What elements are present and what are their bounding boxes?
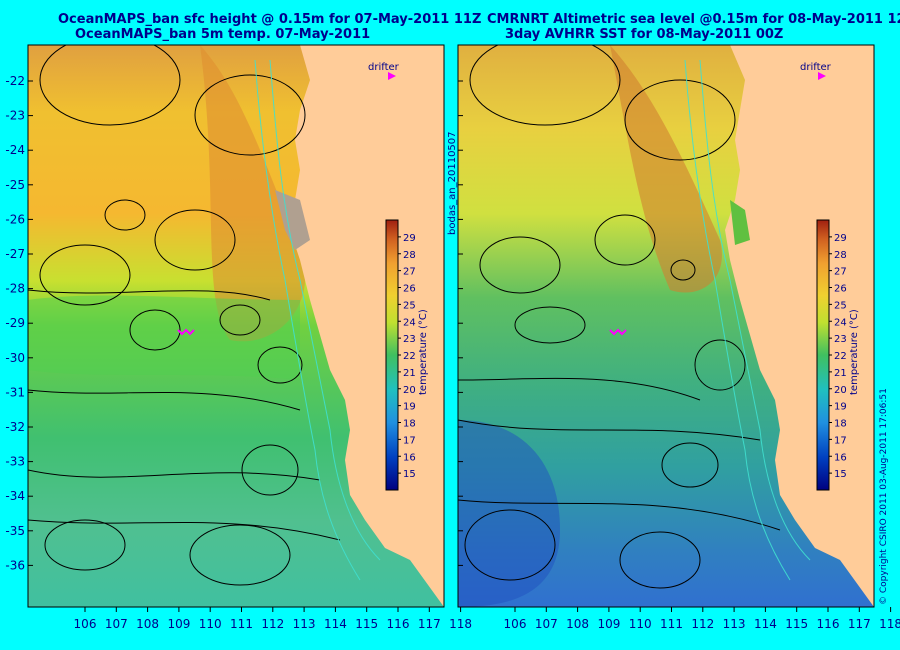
- lat-tick-label: -36: [5, 558, 25, 572]
- lon-tick-label: 118: [449, 617, 472, 631]
- left-colorbar: [385, 219, 399, 491]
- colorbar-tick-label: 27: [834, 267, 847, 278]
- colorbar-tick-label: 18: [403, 419, 416, 430]
- side-run-label: bodas_an_20110507: [447, 131, 458, 235]
- colorbar-tick-label: 17: [403, 435, 416, 446]
- lon-tick-label: 116: [387, 617, 410, 631]
- colorbar-tick-label: 16: [403, 452, 416, 463]
- lat-tick-label: -22: [5, 74, 25, 88]
- left-drifter-track: [177, 328, 195, 336]
- left-title-line2: OceanMAPS_ban 5m temp. 07-May-2011: [75, 27, 371, 42]
- right-drifter-marker-icon: [818, 72, 826, 80]
- lon-tick-label: 110: [629, 617, 652, 631]
- lon-tick-label: 115: [785, 617, 808, 631]
- lat-tick-label: -27: [5, 247, 25, 261]
- lat-tick-label: -25: [5, 178, 25, 192]
- left-land: [290, 45, 444, 607]
- lon-tick-label: 107: [105, 617, 128, 631]
- lon-tick-label: 111: [660, 617, 683, 631]
- colorbar-tick-label: 22: [403, 351, 416, 362]
- left-colorbar-ticks: 29 28 27 26 25 24 23 22 21 20 19 18 17 16 15: [398, 233, 416, 480]
- left-map-panel: [28, 45, 444, 607]
- right-land: [725, 45, 874, 607]
- colorbar-tick-label: 24: [834, 317, 847, 328]
- right-colorbar: [816, 219, 830, 491]
- lon-tick-label: 115: [355, 617, 378, 631]
- colorbar-tick-label: 19: [403, 402, 416, 413]
- lat-tick-label: -23: [5, 109, 25, 123]
- lon-tick-label: 108: [566, 617, 589, 631]
- colorbar-tick-label: 21: [403, 368, 416, 379]
- right-axes: 106 107 108 109 110 111 112 113 114 115 116 117 118: [458, 80, 900, 631]
- right-colorbar-ticks: 29 28 27 26 25 24 23 22 21 20 19 18 17 16 15: [829, 233, 847, 480]
- lon-tick-label: 114: [324, 617, 347, 631]
- colorbar-tick-label: 19: [834, 402, 847, 413]
- lon-tick-label: 108: [136, 617, 159, 631]
- left-title-line1: OceanMAPS_ban sfc height @ 0.15m for 07-…: [58, 12, 482, 27]
- right-title-line1: CMRNRT Altimetric sea level @0.15m for 0…: [487, 12, 900, 27]
- right-title-line2: 3day AVHRR SST for 08-May-2011 00Z: [505, 27, 784, 42]
- right-drifter-track: [609, 328, 627, 336]
- colorbar-tick-label: 15: [403, 469, 416, 480]
- colorbar-tick-label: 18: [834, 419, 847, 430]
- colorbar-tick-label: 29: [834, 233, 847, 244]
- lat-tick-label: -34: [5, 489, 25, 503]
- lon-tick-label: 106: [74, 617, 97, 631]
- lon-tick-label: 113: [293, 617, 316, 631]
- left-axes: 106 107 108 109 110 111 112 113 114 115 116 117 118 -…: [5, 74, 472, 631]
- colorbar-tick-label: 17: [834, 435, 847, 446]
- lon-tick-label: 113: [723, 617, 746, 631]
- colorbar-tick-label: 20: [834, 385, 847, 396]
- colorbar-tick-label: 15: [834, 469, 847, 480]
- colorbar-tick-label: 26: [403, 284, 416, 295]
- lon-tick-label: 110: [199, 617, 222, 631]
- colorbar-tick-label: 27: [403, 267, 416, 278]
- left-drifter-label: drifter: [368, 62, 400, 73]
- lat-tick-label: -29: [5, 316, 25, 330]
- lat-tick-label: -26: [5, 212, 25, 226]
- colorbar-tick-label: 29: [403, 233, 416, 244]
- lat-tick-label: -30: [5, 351, 25, 365]
- lon-tick-label: 116: [817, 617, 840, 631]
- colorbar-tick-label: 25: [403, 300, 416, 311]
- lon-tick-label: 109: [597, 617, 620, 631]
- copyright-label: © Copyright CSIRO 2011 03-Aug-2011 17:06…: [879, 388, 889, 605]
- lat-tick-label: -32: [5, 420, 25, 434]
- lon-tick-label: 112: [261, 617, 284, 631]
- colorbar-tick-label: 26: [834, 284, 847, 295]
- right-drifter-label: drifter: [800, 62, 832, 73]
- colorbar-tick-label: 25: [834, 300, 847, 311]
- colorbar-tick-label: 23: [834, 334, 847, 345]
- lon-tick-label: 107: [535, 617, 558, 631]
- lon-tick-label: 112: [691, 617, 714, 631]
- lon-tick-label: 114: [754, 617, 777, 631]
- colorbar-tick-label: 28: [403, 250, 416, 261]
- lon-tick-label: 109: [167, 617, 190, 631]
- colorbar-tick-label: 21: [834, 368, 847, 379]
- colorbar-tick-label: 24: [403, 317, 416, 328]
- right-colorbar-label: temperature (°C): [849, 309, 860, 395]
- lon-tick-label: 111: [230, 617, 253, 631]
- lat-tick-label: -28: [5, 282, 25, 296]
- left-colorbar-label: temperature (°C): [418, 309, 429, 395]
- lon-tick-label: 117: [418, 617, 441, 631]
- left-drifter-marker-icon: [388, 72, 396, 80]
- lat-tick-label: -35: [5, 524, 25, 538]
- lat-tick-label: -33: [5, 455, 25, 469]
- colorbar-tick-label: 28: [834, 250, 847, 261]
- lon-tick-label: 106: [504, 617, 527, 631]
- colorbar-tick-label: 22: [834, 351, 847, 362]
- right-map-panel: [458, 45, 874, 607]
- lat-tick-label: -24: [5, 143, 25, 157]
- colorbar-tick-label: 16: [834, 452, 847, 463]
- lat-tick-label: -31: [5, 385, 25, 399]
- lon-tick-label: 117: [848, 617, 871, 631]
- lon-tick-label: 118: [879, 617, 900, 631]
- colorbar-tick-label: 23: [403, 334, 416, 345]
- colorbar-tick-label: 20: [403, 385, 416, 396]
